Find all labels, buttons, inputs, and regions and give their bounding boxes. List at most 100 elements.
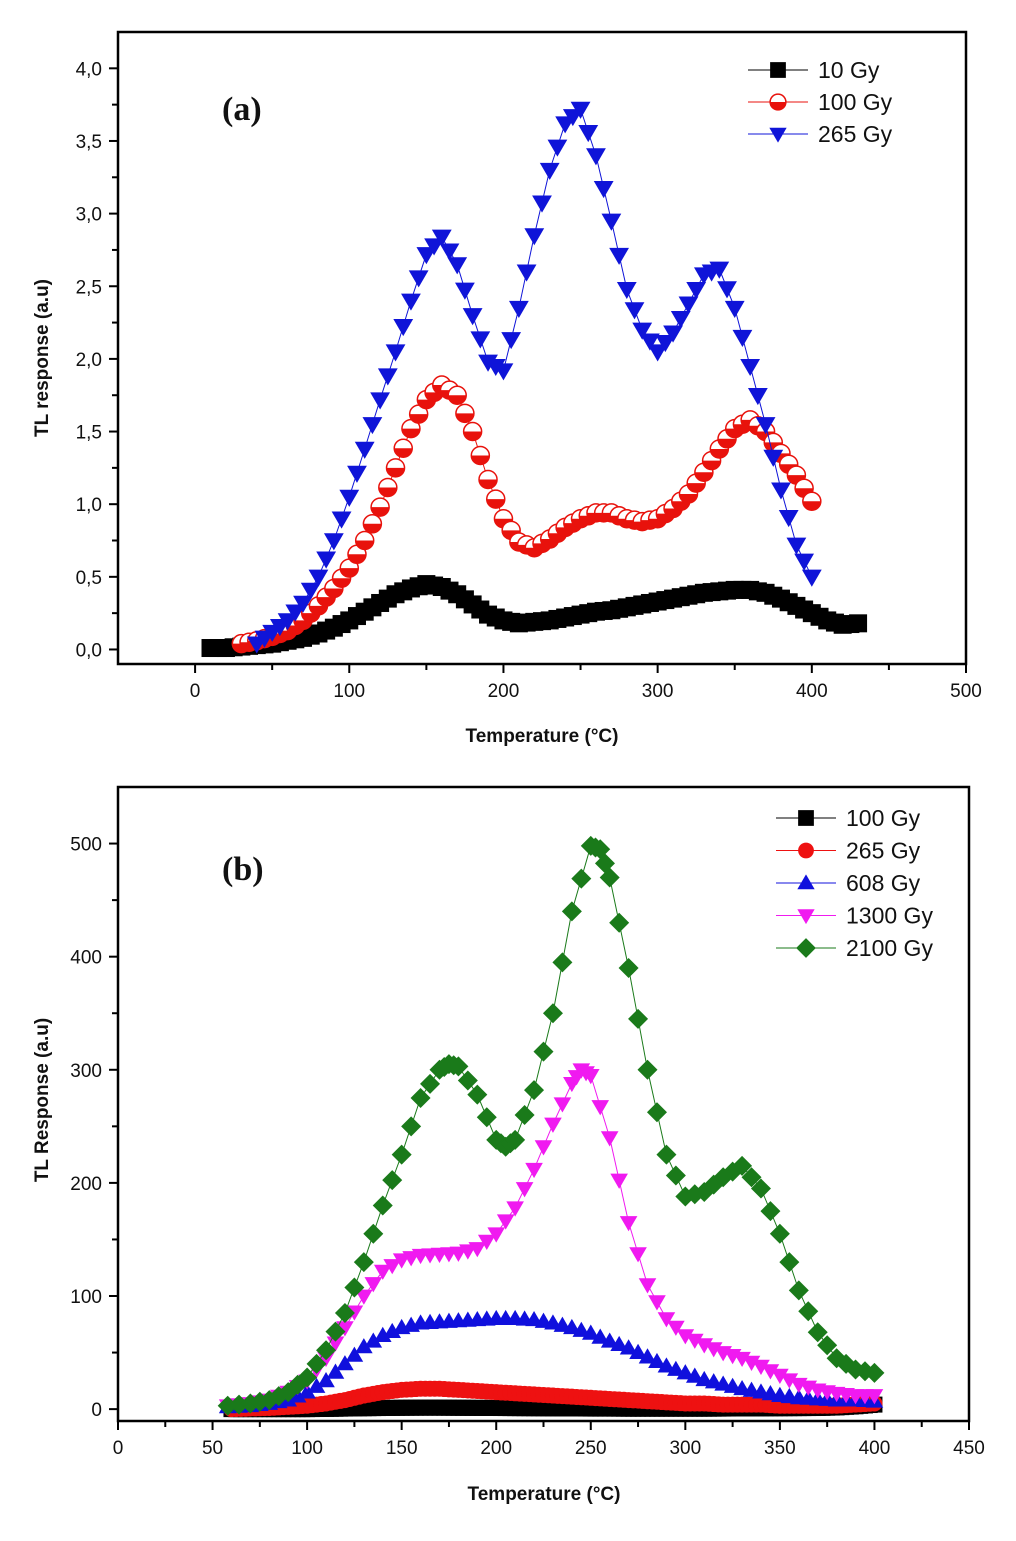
data-point	[532, 195, 552, 213]
data-point	[732, 329, 753, 348]
data-point	[354, 441, 375, 459]
x-tick-label: 50	[202, 1438, 223, 1459]
y-tick-label: 0,5	[76, 568, 102, 589]
data-point	[370, 497, 390, 517]
data-point	[561, 901, 582, 922]
data-point	[600, 1332, 619, 1348]
data-point	[802, 491, 822, 512]
data-point	[849, 614, 868, 633]
legend-marker	[798, 810, 814, 826]
data-point	[578, 125, 599, 143]
data-point	[817, 1335, 838, 1356]
data-point	[648, 1352, 666, 1369]
data-point	[347, 465, 367, 483]
data-point	[628, 1008, 649, 1029]
data-point	[478, 354, 498, 372]
data-point	[485, 358, 506, 377]
data-point	[761, 1364, 780, 1380]
data-point	[363, 1223, 384, 1244]
data-point	[593, 180, 614, 199]
legend-item: 10 Gy	[748, 57, 880, 83]
data-point	[524, 1080, 545, 1101]
y-tick-label: 0	[91, 1400, 102, 1421]
series-2100-gy	[217, 835, 885, 1416]
data-point	[655, 334, 676, 353]
data-point	[455, 282, 475, 300]
data-point	[470, 445, 491, 466]
data-point	[285, 604, 306, 622]
data-point	[385, 458, 406, 478]
data-point	[779, 1252, 800, 1273]
data-point	[364, 1277, 383, 1293]
data-point	[467, 1084, 488, 1105]
axes-a: 0 100 200 300 400 500 0,0 0,5 1,0 1,5 2,0 2,5 3,0 3,5…	[76, 59, 982, 702]
data-point	[307, 1377, 326, 1393]
legend-marker	[797, 909, 815, 925]
data-point	[760, 1201, 781, 1222]
y-tick-label: 2,5	[76, 277, 102, 298]
data-point	[298, 1383, 316, 1399]
data-point	[476, 1107, 497, 1128]
data-point	[514, 1105, 535, 1126]
series-608-gy	[218, 1309, 884, 1414]
x-tick-label: 400	[796, 681, 828, 702]
data-point	[515, 1182, 534, 1198]
x-tick-label: 250	[575, 1438, 607, 1459]
x-tick-label: 450	[953, 1438, 985, 1459]
x-tick-label: 300	[669, 1438, 701, 1459]
data-point	[508, 300, 529, 318]
y-tick-label: 1,0	[76, 495, 102, 516]
data-point	[408, 404, 429, 424]
data-point	[542, 1003, 563, 1024]
data-point	[610, 1173, 628, 1189]
data-point	[624, 302, 645, 320]
data-point	[581, 1069, 600, 1085]
data-point	[780, 1373, 799, 1389]
panel-label-a: (a)	[222, 91, 262, 128]
legend-label: 265 Gy	[818, 121, 893, 147]
y-tick-label: 400	[70, 948, 102, 969]
data-point	[300, 582, 321, 600]
y-tick-label: 1,5	[76, 423, 102, 444]
data-point	[609, 912, 630, 933]
data-point	[717, 281, 737, 299]
data-point	[591, 1100, 610, 1116]
y-tick-label: 200	[70, 1174, 102, 1195]
data-point	[393, 319, 414, 337]
data-point	[277, 613, 298, 631]
data-point	[647, 344, 668, 362]
data-point	[420, 1073, 441, 1094]
panel-a: 0 100 200 300 400 500 0,0 0,5 1,0 1,5 2,0 2,5 3,0 3,5…	[32, 30, 982, 747]
legend-item: 100 Gy	[776, 805, 921, 831]
data-point	[788, 1280, 809, 1301]
series-265-gy	[246, 101, 822, 654]
data-point	[485, 489, 506, 509]
data-point	[552, 952, 573, 973]
data-point	[741, 1167, 762, 1188]
legend-label: 100 Gy	[846, 805, 921, 831]
data-point	[695, 1338, 714, 1354]
data-point	[685, 1333, 704, 1349]
data-point	[657, 1357, 676, 1373]
data-point	[391, 1144, 412, 1165]
panel-b: 0 50 100 150 200 250 300 350 400 450 0 100 200 300 400…	[32, 785, 985, 1505]
data-point	[447, 385, 467, 405]
legend-label: 100 Gy	[818, 89, 893, 115]
legend-item: 265 Gy	[748, 121, 893, 147]
y-axis-title-a: TL response (a.u)	[32, 279, 53, 437]
x-tick-label: 0	[113, 1438, 124, 1459]
data-point	[524, 228, 545, 246]
data-point	[447, 257, 468, 275]
data-point	[455, 403, 475, 424]
data-point	[457, 1070, 478, 1091]
data-point	[581, 1324, 600, 1340]
data-point	[571, 868, 592, 889]
data-point	[408, 270, 429, 288]
x-tick-label: 350	[764, 1438, 796, 1459]
data-point	[704, 1342, 723, 1358]
data-point	[468, 1242, 487, 1258]
y-tick-label: 100	[70, 1287, 102, 1308]
data-point	[763, 449, 784, 467]
data-point	[326, 1363, 345, 1379]
